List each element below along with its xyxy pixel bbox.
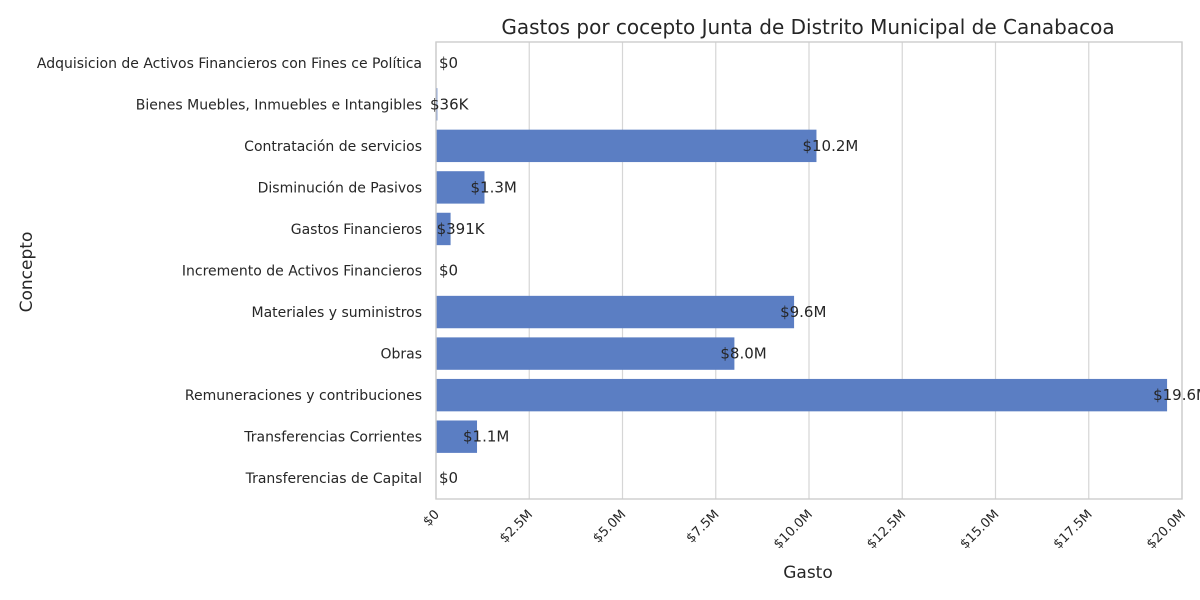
category-label: Transferencias de Capital — [245, 471, 422, 487]
category-labels: Adquisicion de Activos Financieros con F… — [37, 56, 422, 487]
bar — [436, 337, 735, 370]
data-label: $8.0M — [720, 345, 766, 363]
x-tick-labels: $0 $2.5M $5.0M $7.5M $10.0M $12.5M $15.0M $17.5… — [421, 507, 1189, 552]
x-tick-label: $0 — [421, 507, 443, 529]
data-labels: $0 $36K $10.2M $1.3M $391K $0 $9.6M $8.0M $19.6M… — [430, 54, 1200, 487]
x-tick-label: $20.0M — [1144, 507, 1189, 552]
chart-title: Gastos por cocepto Junta de Distrito Mun… — [501, 15, 1114, 39]
x-tick-label: $17.5M — [1051, 507, 1096, 552]
category-label: Incremento de Activos Financieros — [182, 264, 422, 280]
data-label: $0 — [439, 54, 458, 72]
category-label: Transferencias Corrientes — [243, 430, 422, 446]
data-label: $9.6M — [780, 303, 826, 321]
category-label: Adquisicion de Activos Financieros con F… — [37, 56, 422, 72]
bar — [436, 420, 478, 453]
bar — [436, 295, 795, 329]
plot-frame — [435, 41, 1183, 500]
bar — [436, 129, 817, 163]
x-tick-label: $15.0M — [957, 507, 1002, 552]
data-label: $36K — [430, 95, 470, 113]
x-tick-label: $2.5M — [497, 507, 536, 546]
data-label: $0 — [439, 469, 458, 487]
x-axis-title: Gasto — [783, 563, 833, 583]
category-label: Disminución de Pasivos — [258, 180, 422, 196]
data-label: $391K — [437, 220, 486, 238]
category-label: Materiales y suministros — [251, 305, 422, 321]
bars — [436, 88, 1168, 453]
gridlines — [435, 42, 1183, 499]
x-tick-label: $5.0M — [590, 507, 629, 546]
data-label: $1.1M — [463, 428, 509, 446]
bar — [436, 171, 485, 204]
category-label: Bienes Muebles, Inmuebles e Intangibles — [136, 97, 422, 113]
bar — [436, 378, 1168, 412]
category-label: Contratación de servicios — [244, 139, 422, 155]
data-label: $10.2M — [802, 137, 858, 155]
data-label: $1.3M — [470, 178, 516, 196]
x-tick-label: $12.5M — [864, 507, 909, 552]
x-tick-label: $10.0M — [771, 507, 816, 552]
x-tick-label: $7.5M — [684, 507, 723, 546]
bar — [436, 212, 451, 246]
category-label: Remuneraciones y contribuciones — [185, 388, 422, 404]
data-label: $0 — [439, 262, 458, 280]
category-label: Gastos Financieros — [291, 222, 422, 238]
category-label: Obras — [380, 347, 422, 363]
y-axis-title: Concepto — [17, 232, 37, 313]
data-label: $19.6M — [1153, 386, 1200, 404]
